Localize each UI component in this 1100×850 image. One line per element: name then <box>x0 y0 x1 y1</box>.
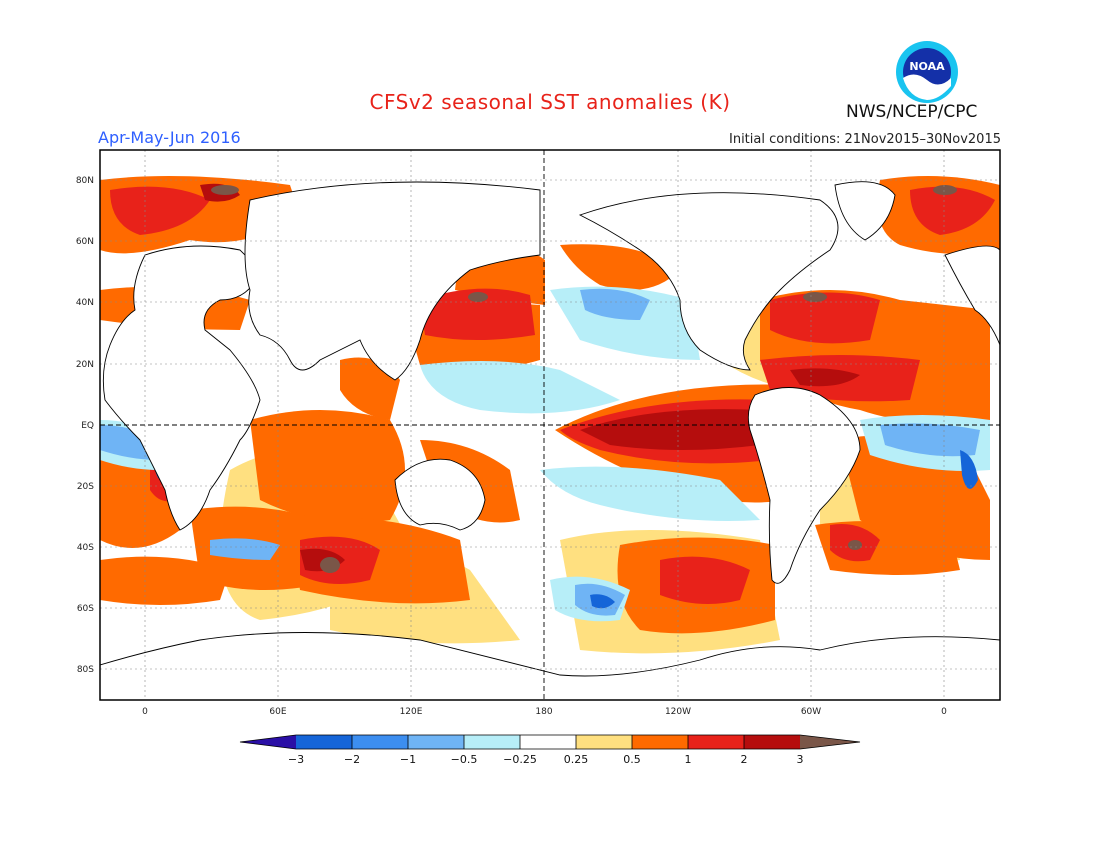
colorbar-segment <box>408 735 464 749</box>
reference-lines <box>100 150 1000 700</box>
x-tick-label: 120W <box>665 707 691 717</box>
colorbar-label: 2 <box>741 753 748 766</box>
x-tick-label: 60E <box>269 707 286 717</box>
colorbar-label: 0.5 <box>623 753 641 766</box>
initial-conditions-label: Initial conditions: 21Nov2015–30Nov2015 <box>729 132 1001 147</box>
colorbar-lower-arrow <box>240 735 296 749</box>
colorbar-label: −3 <box>288 753 304 766</box>
y-tick-label: 60N <box>76 237 94 247</box>
colorbar-segment <box>520 735 576 749</box>
colorbar-label: 1 <box>685 753 692 766</box>
agency-label: NWS/NCEP/CPC <box>846 102 978 122</box>
colorbar-segment <box>352 735 408 749</box>
logo-text: NOAA <box>909 60 945 73</box>
colorbar-label: −0.5 <box>451 753 478 766</box>
x-axis-labels: 0 60E 120E 180 120W 60W 0 <box>142 707 947 717</box>
y-axis-labels: 80N 60N 40N 20N EQ 20S 40S 60S 80S <box>76 176 94 675</box>
colorbar-label: −0.25 <box>503 753 537 766</box>
x-tick-label: 60W <box>801 707 821 717</box>
map-frame <box>99 149 1001 701</box>
colorbar: −3 −2 −1 −0.5 −0.25 0.25 0.5 1 2 3 <box>239 734 861 766</box>
y-tick-label: 20S <box>77 482 94 492</box>
y-tick-label: 40S <box>77 543 94 553</box>
colorbar-segment <box>688 735 744 749</box>
y-tick-label: 40N <box>76 298 94 308</box>
colorbar-upper-arrow <box>800 735 860 749</box>
y-tick-label: 80S <box>77 665 94 675</box>
x-tick-label: 180 <box>535 707 552 717</box>
y-tick-label: EQ <box>81 421 94 431</box>
colorbar-segment <box>744 735 800 749</box>
x-tick-label: 120E <box>400 707 423 717</box>
x-tick-label: 0 <box>142 707 148 717</box>
anomaly-fields <box>100 176 1000 700</box>
colorbar-label: −2 <box>344 753 360 766</box>
y-tick-label: 80N <box>76 176 94 186</box>
colorbar-label: 0.25 <box>564 753 589 766</box>
colorbar-segment <box>576 735 632 749</box>
colorbar-segment <box>296 735 352 749</box>
x-tick-label: 0 <box>941 707 947 717</box>
y-tick-label: 60S <box>77 604 94 614</box>
season-label: Apr-May-Jun 2016 <box>98 128 241 147</box>
y-tick-label: 20N <box>76 360 94 370</box>
colorbar-label: −1 <box>400 753 416 766</box>
noaa-logo: NOAA <box>895 40 959 108</box>
map-title: CFSv2 seasonal SST anomalies (K) <box>369 90 731 114</box>
colorbar-label: 3 <box>797 753 804 766</box>
colorbar-segment <box>632 735 688 749</box>
colorbar-segment <box>464 735 520 749</box>
